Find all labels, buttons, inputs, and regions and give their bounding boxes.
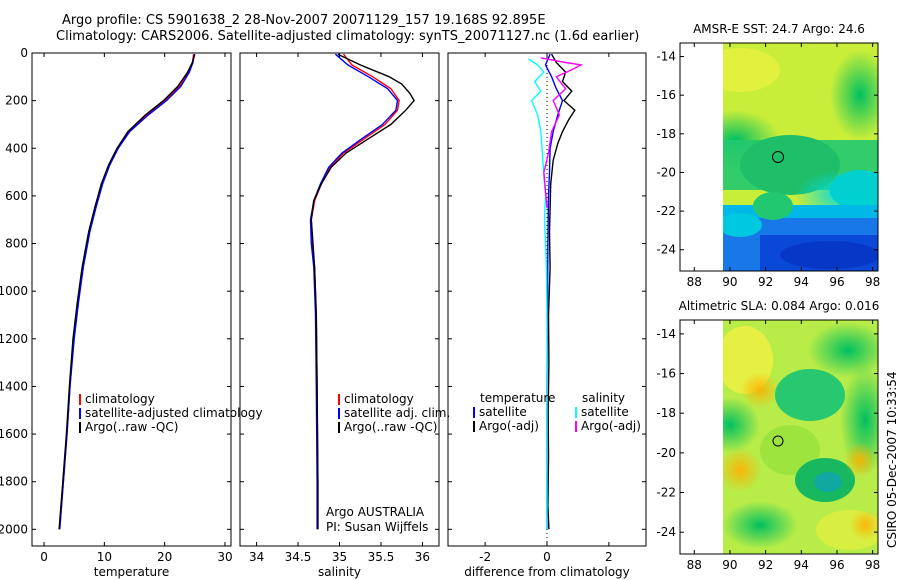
- sst-map-field: [723, 43, 878, 271]
- timestamp-label-canvas: CSIRO 05-Dec-2007 10:33:54: [885, 371, 899, 548]
- y-tick-label: 2000: [0, 522, 28, 536]
- legend-entry: Argo(-adj): [479, 419, 539, 433]
- y-tick-label: -18: [656, 406, 676, 420]
- chart-title-line1: Argo profile: CS 5901638_2 28-Nov-2007 2…: [62, 13, 546, 28]
- x-tick-label: 98: [865, 558, 880, 572]
- series-line-magenta: [540, 57, 584, 208]
- series-line-black: [58, 54, 196, 530]
- map-title: AMSR-E SST: 24.7 Argo: 24.6: [693, 22, 865, 36]
- y-tick-label: -22: [656, 204, 676, 218]
- legend-entry: Argo(-adj): [581, 419, 641, 433]
- x-tick-label: 34.5: [285, 550, 312, 564]
- x-tick-label: -2: [479, 550, 491, 564]
- x-tick-label: 36: [415, 550, 430, 564]
- y-tick-label: 600: [5, 189, 28, 203]
- legend-entry: Argo(..raw -QC): [344, 420, 437, 434]
- x-tick-label: 94: [794, 275, 809, 289]
- y-tick-label: 200: [5, 94, 28, 108]
- legend-entry: satellite adj. clim.: [344, 406, 450, 420]
- legend-entry: satellite: [479, 405, 527, 419]
- legend-heading-salinity: salinity: [582, 391, 625, 405]
- y-tick-label: -16: [656, 88, 676, 102]
- legend-heading-temperature: temperature: [480, 391, 555, 405]
- legend-entry: satellite: [581, 405, 629, 419]
- map-frame: [679, 319, 879, 555]
- panel-frame: [239, 52, 440, 547]
- y-tick-label: 1600: [0, 427, 28, 441]
- legend-entry: climatology: [344, 392, 414, 406]
- y-tick-label: 1400: [0, 379, 28, 393]
- x-tick-label: 96: [829, 275, 844, 289]
- x-tick-label: 90: [722, 275, 737, 289]
- map-panel-0: AMSR-E SST: 24.7 Argo: 24.6 88 90 92 94 96 98 -…: [656, 22, 880, 289]
- x-tick-label: 98: [865, 275, 880, 289]
- chart-title-line2: Climatology: CARS2006. Satellite-adjuste…: [56, 29, 640, 44]
- map-panel-1: Altimetric SLA: 0.084 Argo: 0.016 88 90 92 9…: [656, 299, 880, 572]
- x-axis-label: salinity: [318, 565, 361, 579]
- y-tick-label: -22: [656, 486, 676, 500]
- x-tick-label: 0: [40, 550, 48, 564]
- y-tick-label: -20: [656, 165, 676, 179]
- x-tick-label: 2: [605, 550, 613, 564]
- profile-panel-0: 0 10 20 30 0 200 400 600 800 1000 1200 1400 1600 1800…: [0, 46, 263, 579]
- y-tick-label: -20: [656, 446, 676, 460]
- series-line-red: [310, 53, 400, 530]
- x-tick-label: 35: [332, 550, 347, 564]
- x-tick-label: 30: [217, 550, 232, 564]
- series-line-blue: [59, 54, 195, 530]
- map-title: Altimetric SLA: 0.084 Argo: 0.016: [679, 299, 880, 313]
- y-tick-label: -16: [656, 367, 676, 381]
- y-tick-label: -18: [656, 127, 676, 141]
- map-frame: [679, 42, 879, 272]
- y-tick-label: 1000: [0, 284, 28, 298]
- y-tick-label: 0: [20, 46, 28, 60]
- x-tick-label: 88: [687, 558, 702, 572]
- y-tick-label: 1200: [0, 332, 28, 346]
- x-tick-label: 34: [249, 550, 264, 564]
- profile-panel-1: 34 34.5 35 35.5 36 salinity climatologysatelli…: [239, 52, 450, 579]
- x-tick-label: 94: [794, 558, 809, 572]
- legend-entry: climatology: [85, 392, 155, 406]
- series-line-black: [310, 53, 415, 530]
- y-tick-label: -24: [656, 243, 676, 257]
- x-axis-label: temperature: [94, 565, 169, 579]
- series-line-blue: [309, 53, 399, 530]
- legend-entry: Argo(..raw -QC): [85, 420, 178, 434]
- argo-location-marker: [772, 435, 784, 447]
- argo-location-marker: [772, 151, 784, 163]
- x-tick-label: 88: [687, 275, 702, 289]
- x-tick-label: 10: [97, 550, 112, 564]
- panel-frame: [31, 52, 232, 547]
- legend-entry: satellite-adjusted climatology: [85, 406, 263, 420]
- annotation-line: PI: Susan Wijffels: [326, 520, 428, 534]
- y-tick-label: -14: [656, 50, 676, 64]
- x-tick-label: 92: [758, 558, 773, 572]
- x-tick-label: 90: [722, 558, 737, 572]
- y-tick-label: 800: [5, 237, 28, 251]
- timestamp-label: CSIRO 05-Dec-2007 10:33:54: [885, 371, 899, 548]
- x-tick-label: 35.5: [368, 550, 395, 564]
- y-tick-label: -14: [656, 327, 676, 341]
- x-tick-label: 20: [157, 550, 172, 564]
- sla-map-field: [723, 320, 878, 554]
- y-tick-label: 400: [5, 141, 28, 155]
- series-line-black: [547, 53, 576, 530]
- series-line-cyan: [528, 58, 548, 530]
- x-tick-label: 96: [829, 558, 844, 572]
- x-tick-label: 0: [543, 550, 551, 564]
- x-tick-label: 92: [758, 275, 773, 289]
- y-tick-label: -24: [656, 525, 676, 539]
- x-axis-label: difference from climatology: [464, 565, 630, 579]
- y-tick-label: 1800: [0, 475, 28, 489]
- annotation-line: Argo AUSTRALIA: [326, 505, 425, 519]
